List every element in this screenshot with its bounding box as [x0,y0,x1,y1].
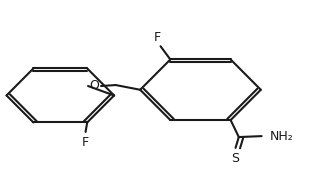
Text: F: F [82,136,89,149]
Text: O: O [90,80,99,92]
Text: NH₂: NH₂ [270,130,293,143]
Text: F: F [154,31,161,44]
Text: S: S [231,152,240,165]
